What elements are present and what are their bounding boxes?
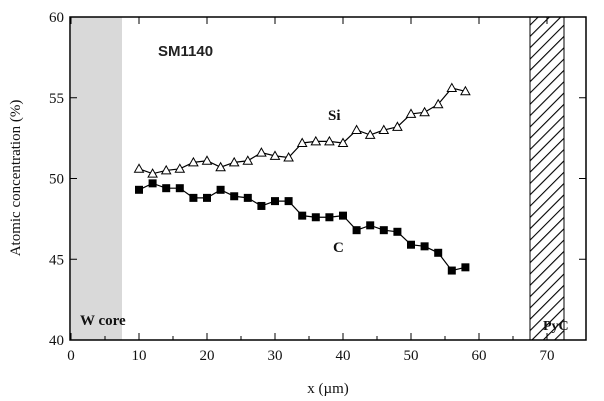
data-point-si <box>392 121 403 131</box>
data-point-c <box>434 248 443 257</box>
data-point-c <box>298 211 307 220</box>
data-point-c <box>203 193 211 202</box>
data-point-c <box>379 226 388 235</box>
data-point-si <box>419 106 430 117</box>
data-point-c <box>393 227 402 236</box>
data-point-si <box>256 147 267 157</box>
y-tick-label: 45 <box>49 252 64 268</box>
si-series-label: Si <box>328 108 341 124</box>
y-tick-label: 40 <box>49 333 64 349</box>
data-point-c <box>325 213 334 222</box>
c-series-label: C <box>333 240 344 256</box>
data-point-c <box>271 197 279 206</box>
x-axis-label: x (µm) <box>307 381 349 397</box>
sample-label: SM1140 <box>158 43 213 60</box>
data-point-si <box>324 135 335 146</box>
series-layer <box>133 82 471 275</box>
data-point-si <box>133 163 145 173</box>
data-point-si <box>446 82 458 93</box>
data-point-si <box>215 161 226 172</box>
x-tick-label: 0 <box>67 348 75 364</box>
data-point-c <box>243 193 252 202</box>
data-point-c <box>189 193 198 202</box>
data-point-si <box>160 164 172 175</box>
data-point-si <box>364 129 376 139</box>
data-point-si <box>188 156 199 167</box>
data-point-si <box>283 151 294 162</box>
pyc-region <box>529 16 565 341</box>
x-tick-label: 10 <box>132 348 147 364</box>
data-point-c <box>420 242 429 251</box>
plot-frame <box>69 16 587 341</box>
y-tick-label: 60 <box>49 10 64 26</box>
core-region <box>71 17 122 340</box>
axis-ticks: 0 10 20 30 40 50 60 70 40 45 50 55 60 <box>49 10 586 364</box>
data-point-si <box>337 137 349 147</box>
data-point-c <box>311 213 320 222</box>
data-point-si <box>460 85 471 96</box>
data-point-c <box>148 179 157 188</box>
w-core-label: W core <box>80 313 126 329</box>
y-axis-label: Atomic concentration (%) <box>8 100 24 257</box>
data-point-c <box>216 185 225 194</box>
pyc-label: PyC <box>543 319 569 334</box>
data-point-c <box>162 184 171 193</box>
data-point-c <box>175 184 184 193</box>
data-point-si <box>310 135 322 146</box>
series-line-c <box>138 182 466 272</box>
x-tick-label: 30 <box>268 348 283 364</box>
data-point-si <box>432 98 444 109</box>
data-point-c <box>135 185 143 194</box>
data-point-si <box>242 155 254 165</box>
data-point-si <box>174 163 186 173</box>
x-tick-label: 20 <box>200 348 215 364</box>
data-point-si <box>296 137 308 147</box>
data-point-si <box>228 156 240 167</box>
data-point-c <box>461 263 470 272</box>
data-point-c <box>352 226 361 235</box>
data-point-si <box>269 150 281 160</box>
data-point-c <box>366 221 375 230</box>
x-tick-label: 70 <box>540 348 555 364</box>
data-point-c <box>230 192 239 201</box>
data-point-c <box>284 197 293 206</box>
data-point-si <box>201 155 213 165</box>
data-point-si <box>351 124 362 135</box>
data-point-c <box>257 201 266 210</box>
y-tick-label: 50 <box>49 172 64 188</box>
x-tick-label: 40 <box>336 348 351 364</box>
data-point-si <box>405 108 417 118</box>
data-point-c <box>407 240 415 249</box>
data-point-si <box>147 168 158 178</box>
series-line-si <box>138 87 466 175</box>
data-point-c <box>339 211 347 220</box>
x-tick-label: 60 <box>472 348 487 364</box>
data-point-c <box>447 266 456 275</box>
x-tick-label: 50 <box>404 348 419 364</box>
y-tick-label: 55 <box>49 91 64 107</box>
data-point-si <box>378 124 390 135</box>
